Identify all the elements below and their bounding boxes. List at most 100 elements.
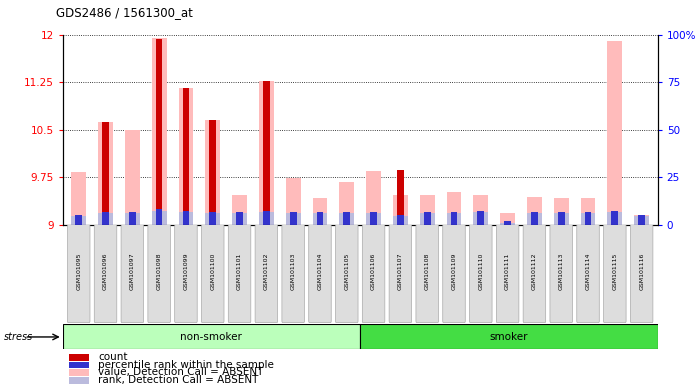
Bar <box>152 211 166 225</box>
Bar <box>505 222 511 225</box>
Bar <box>340 213 354 225</box>
Bar <box>393 195 408 225</box>
FancyBboxPatch shape <box>282 225 304 323</box>
Bar <box>156 209 162 225</box>
Bar <box>98 122 113 225</box>
Text: GSM101111: GSM101111 <box>505 253 510 290</box>
Bar <box>69 354 89 361</box>
Bar <box>447 192 461 225</box>
Bar <box>236 212 243 225</box>
Text: count: count <box>98 352 128 362</box>
Bar <box>580 213 595 225</box>
Text: GSM101113: GSM101113 <box>559 253 564 290</box>
Bar <box>75 215 82 225</box>
Text: GSM101112: GSM101112 <box>532 253 537 290</box>
Text: GDS2486 / 1561300_at: GDS2486 / 1561300_at <box>56 6 193 19</box>
Bar <box>634 217 649 225</box>
Bar <box>205 120 220 225</box>
Bar <box>232 195 247 225</box>
FancyBboxPatch shape <box>550 225 573 323</box>
Bar <box>286 213 301 225</box>
FancyBboxPatch shape <box>121 225 143 323</box>
Text: smoker: smoker <box>490 332 528 342</box>
FancyBboxPatch shape <box>496 225 519 323</box>
Bar <box>527 197 541 225</box>
Text: GSM101102: GSM101102 <box>264 253 269 290</box>
Bar <box>209 120 216 225</box>
Bar <box>638 215 645 225</box>
FancyBboxPatch shape <box>389 225 411 323</box>
Bar <box>527 213 541 225</box>
Bar <box>286 179 301 225</box>
Bar <box>102 122 109 225</box>
Bar <box>152 38 166 225</box>
Bar <box>366 171 381 225</box>
Bar <box>340 182 354 225</box>
Bar <box>608 212 622 225</box>
Text: percentile rank within the sample: percentile rank within the sample <box>98 360 274 370</box>
Bar <box>420 213 434 225</box>
FancyBboxPatch shape <box>443 225 465 323</box>
Bar <box>102 212 109 225</box>
Bar <box>531 212 538 225</box>
Bar <box>290 212 296 225</box>
Bar <box>634 215 649 225</box>
FancyBboxPatch shape <box>363 225 385 323</box>
Bar <box>259 212 274 225</box>
Text: GSM101100: GSM101100 <box>210 253 215 290</box>
Bar <box>156 39 162 225</box>
Text: GSM101109: GSM101109 <box>452 253 457 290</box>
Bar <box>554 213 569 225</box>
Bar <box>317 212 324 225</box>
Bar <box>98 213 113 225</box>
Bar <box>558 212 564 225</box>
Bar <box>450 212 457 225</box>
Bar <box>232 213 247 225</box>
Bar <box>473 195 488 225</box>
Text: GSM101104: GSM101104 <box>317 253 322 290</box>
Bar <box>366 213 381 225</box>
Bar <box>69 362 89 369</box>
Text: GSM101115: GSM101115 <box>612 253 617 290</box>
Text: GSM101097: GSM101097 <box>130 253 135 290</box>
Text: GSM101114: GSM101114 <box>585 253 590 290</box>
Text: GSM101110: GSM101110 <box>478 253 483 290</box>
Bar <box>580 198 595 225</box>
Bar <box>424 212 431 225</box>
FancyBboxPatch shape <box>175 225 197 323</box>
FancyBboxPatch shape <box>523 225 546 323</box>
Text: GSM101098: GSM101098 <box>157 253 161 290</box>
Bar <box>420 195 434 225</box>
FancyBboxPatch shape <box>631 225 653 323</box>
Text: GSM101116: GSM101116 <box>639 253 644 290</box>
Bar <box>259 81 274 225</box>
Bar <box>69 369 89 376</box>
Bar <box>612 211 618 225</box>
Bar <box>63 324 361 349</box>
Text: GSM101107: GSM101107 <box>398 253 403 290</box>
FancyBboxPatch shape <box>201 225 224 323</box>
Bar <box>447 213 461 225</box>
FancyBboxPatch shape <box>603 225 626 323</box>
Bar <box>477 211 484 225</box>
Bar <box>72 172 86 225</box>
Bar <box>69 377 89 384</box>
Bar <box>585 212 592 225</box>
Bar <box>263 81 270 225</box>
Text: GSM101103: GSM101103 <box>291 253 296 290</box>
Bar <box>393 217 408 225</box>
Bar <box>129 212 136 225</box>
Text: GSM101105: GSM101105 <box>345 253 349 290</box>
FancyBboxPatch shape <box>309 225 331 323</box>
Text: GSM101106: GSM101106 <box>371 253 376 290</box>
Bar <box>182 211 189 225</box>
Bar <box>608 41 622 225</box>
Text: value, Detection Call = ABSENT: value, Detection Call = ABSENT <box>98 367 264 377</box>
Bar <box>263 211 270 225</box>
Bar <box>205 213 220 225</box>
Bar <box>182 88 189 225</box>
FancyBboxPatch shape <box>94 225 117 323</box>
FancyBboxPatch shape <box>416 225 438 323</box>
Bar <box>313 213 327 225</box>
FancyBboxPatch shape <box>228 225 251 323</box>
